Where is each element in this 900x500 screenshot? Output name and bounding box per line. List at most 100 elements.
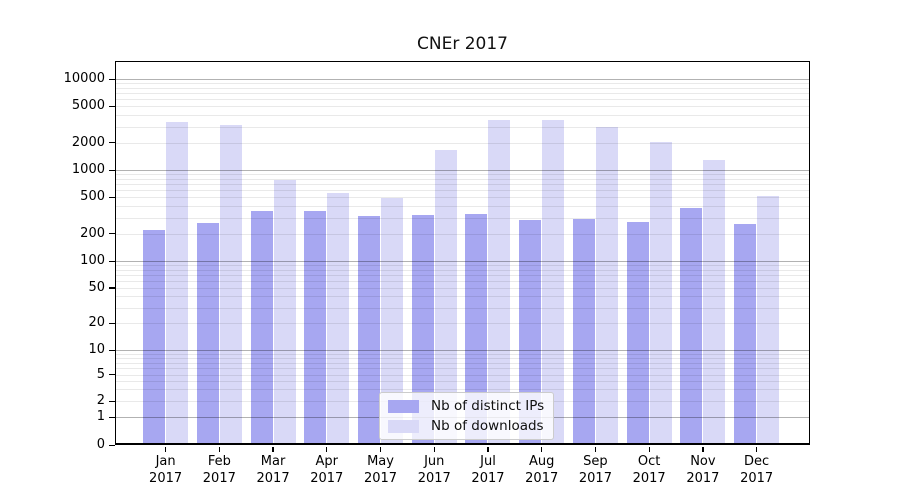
gridline-minor-6000 — [115, 99, 810, 101]
bar-downloads-jan — [166, 122, 189, 445]
bar-downloads-nov — [703, 159, 726, 445]
gridline-minor-500 — [115, 197, 810, 199]
x-tick-mar — [272, 447, 274, 452]
legend: Nb of distinct IPs Nb of downloads — [379, 392, 555, 440]
y-tick-1000 — [109, 169, 115, 171]
y-tick-10000 — [109, 78, 115, 80]
x-tick-jun — [433, 447, 435, 452]
x-tick-aug — [541, 447, 543, 452]
gridline-minor-7 — [115, 362, 810, 364]
x-tick-label-jan: Jan 2017 — [149, 454, 183, 486]
y-tick-label-100: 100 — [80, 253, 105, 268]
bar-downloads-mar — [273, 180, 296, 445]
gridline-minor-800 — [115, 178, 810, 180]
bar-ips-oct — [626, 222, 649, 445]
x-tick-sep — [594, 447, 597, 452]
x-tick-feb — [218, 447, 220, 452]
bar-downloads-oct — [649, 142, 672, 445]
x-tick-label-jul: Jul 2017 — [471, 454, 505, 486]
gridline-minor-600 — [115, 190, 810, 192]
gridline-minor-3000 — [115, 126, 810, 128]
gridline-minor-900 — [115, 174, 810, 176]
gridline-minor-90 — [115, 265, 810, 267]
x-tick-label-nov: Nov 2017 — [686, 454, 720, 486]
legend-label-downloads: Nb of downloads — [431, 418, 544, 434]
y-tick-10 — [109, 349, 115, 351]
bar-downloads-feb — [219, 124, 242, 445]
x-tick-may — [379, 447, 382, 452]
bar-ips-nov — [680, 208, 703, 445]
y-tick-label-10: 10 — [88, 342, 105, 357]
y-tick-label-10000: 10000 — [63, 71, 105, 86]
bar-ips-mar — [250, 210, 273, 445]
bar-downloads-sep — [595, 127, 618, 445]
y-tick-label-1: 1 — [96, 409, 105, 424]
gridline-minor-6 — [115, 368, 810, 370]
x-tick-label-apr: Apr 2017 — [310, 454, 344, 486]
y-tick-label-50: 50 — [88, 279, 105, 295]
gridline-minor-7000 — [115, 93, 810, 95]
gridline-minor-400 — [115, 206, 810, 208]
x-tick-jul — [487, 447, 489, 452]
gridline-major-10 — [115, 350, 810, 351]
gridline-minor-70 — [115, 274, 810, 276]
y-tick-label-0: 0 — [96, 437, 105, 452]
y-tick-100 — [109, 260, 115, 262]
y-tick-label-200: 200 — [80, 225, 105, 241]
gridline-minor-200 — [115, 233, 810, 235]
y-tick-50 — [109, 287, 115, 289]
gridline-major-1000 — [115, 170, 810, 171]
x-tick-label-aug: Aug 2017 — [525, 454, 559, 486]
gridline-minor-300 — [115, 217, 810, 219]
x-tick-jan — [164, 447, 167, 452]
y-tick-500 — [109, 196, 115, 199]
grid-layer — [115, 61, 810, 445]
legend-swatch-downloads — [388, 419, 419, 433]
bar-ips-jan — [143, 229, 166, 445]
x-tick-label-mar: Mar 2017 — [256, 454, 290, 486]
x-tick-label-sep: Sep 2017 — [578, 454, 612, 486]
y-tick-5000 — [109, 105, 115, 108]
y-tick-label-20: 20 — [88, 315, 105, 331]
gridline-minor-4 — [115, 380, 810, 382]
x-tick-oct — [648, 447, 650, 452]
chart-title: CNEr 2017 — [417, 34, 508, 54]
gridline-minor-9 — [115, 353, 810, 355]
bar-ips-feb — [196, 223, 219, 445]
bar-ips-may — [358, 216, 381, 445]
gridline-minor-5000 — [115, 106, 810, 108]
legend-item-downloads: Nb of downloads — [388, 418, 544, 434]
gridline-major-10000 — [115, 79, 810, 80]
gridline-minor-2000 — [115, 142, 810, 144]
gridline-major-100 — [115, 261, 810, 262]
bar-ips-dec — [734, 224, 757, 445]
y-tick-5 — [109, 374, 115, 376]
gridline-minor-80 — [115, 269, 810, 271]
x-tick-label-oct: Oct 2017 — [632, 454, 666, 486]
gridline-minor-9000 — [115, 83, 810, 85]
gridline-minor-20 — [115, 323, 810, 325]
legend-label-distinct-ips: Nb of distinct IPs — [431, 398, 545, 414]
x-tick-label-jun: Jun 2017 — [417, 454, 451, 486]
gridline-minor-60 — [115, 280, 810, 282]
x-tick-dec — [755, 447, 758, 452]
y-tick-20 — [109, 322, 115, 324]
x-tick-label-dec: Dec 2017 — [740, 454, 774, 486]
bar-ips-apr — [304, 211, 327, 445]
gridline-minor-50 — [115, 287, 810, 289]
x-tick-apr — [326, 447, 328, 452]
x-tick-label-feb: Feb 2017 — [202, 454, 236, 486]
y-tick-2 — [109, 400, 115, 402]
gridline-minor-40 — [115, 296, 810, 298]
y-tick-200 — [109, 233, 115, 235]
bars-layer — [115, 61, 810, 445]
bar-ips-sep — [572, 218, 595, 445]
gridline-minor-700 — [115, 184, 810, 186]
gridline-minor-30 — [115, 307, 810, 309]
y-tick-0 — [109, 444, 115, 446]
legend-item-distinct-ips: Nb of distinct IPs — [388, 398, 544, 414]
y-tick-label-1000: 1000 — [71, 162, 105, 177]
gridline-minor-3 — [115, 389, 810, 391]
gridline-minor-8000 — [115, 87, 810, 89]
